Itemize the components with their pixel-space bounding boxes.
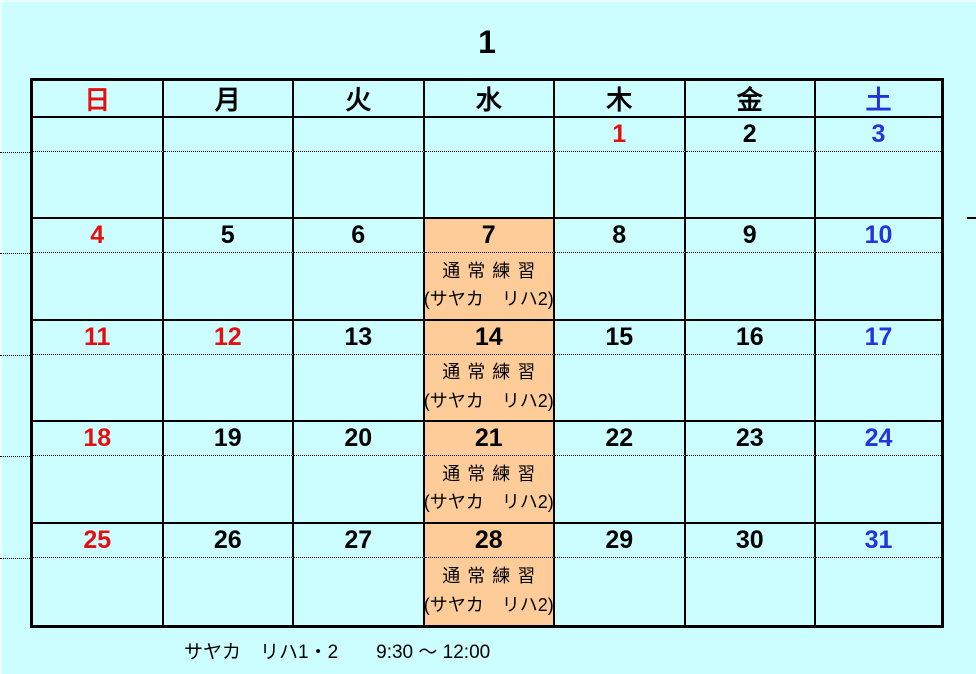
event-line2: (サヤカ リハ2) — [424, 289, 554, 310]
event-line2: (サヤカ リハ2) — [424, 390, 554, 411]
day-content-cell-22[interactable] — [555, 456, 686, 524]
date-cell-23[interactable]: 23 — [685, 422, 816, 457]
window-edge-highlight-left — [0, 0, 2, 674]
date-cell-31[interactable]: 31 — [816, 524, 941, 558]
left-grid-tick — [0, 558, 30, 559]
date-cell-4[interactable]: 4 — [33, 219, 164, 254]
day-content-cell-empty[interactable] — [33, 152, 164, 220]
footnote-text: サヤカ リハ1・2 9:30 〜 12:00 — [184, 642, 491, 663]
weekday-header-cell[interactable]: 火 — [294, 81, 425, 118]
weekday-header-cell[interactable]: 水 — [424, 81, 555, 118]
event-line1: 通常練習 — [442, 463, 543, 484]
date-cell-28[interactable]: 28 — [424, 523, 555, 558]
day-content-cell-26[interactable] — [164, 557, 294, 625]
day-content-cell-21[interactable]: 通常練習 (サヤカ リハ2) — [424, 456, 555, 524]
day-content-cell-30[interactable] — [686, 557, 816, 625]
day-content-cell-27[interactable] — [294, 557, 425, 625]
date-cell-25[interactable]: 25 — [33, 523, 164, 558]
date-cell-7[interactable]: 7 — [424, 219, 555, 254]
date-cell-22[interactable]: 22 — [555, 422, 686, 457]
date-cell-15[interactable]: 15 — [555, 320, 686, 355]
date-cell-21[interactable]: 21 — [424, 422, 555, 457]
date-cell-5[interactable]: 5 — [163, 219, 294, 254]
day-content-cell-24[interactable] — [816, 456, 941, 524]
day-content-cell-empty[interactable] — [294, 152, 425, 220]
left-grid-tick — [0, 253, 30, 254]
right-border-fragment — [967, 217, 976, 219]
left-grid-tick — [0, 152, 30, 153]
day-content-cell-25[interactable] — [33, 557, 164, 625]
day-content-cell-5[interactable] — [163, 253, 294, 321]
calendar-table: 日月火水木金土 1 2 3 4 5 6 7 8 9 10 通常練習 (サヤカ リハ2) 11 12 13 14 1… — [30, 78, 944, 628]
day-content-cell-11[interactable] — [33, 354, 164, 423]
day-content-cell-6[interactable] — [294, 253, 425, 321]
day-content-cell-empty[interactable] — [424, 152, 555, 220]
day-content-cell-16[interactable] — [685, 354, 816, 423]
date-cell-19[interactable]: 19 — [163, 422, 294, 457]
date-cell-empty[interactable] — [163, 118, 294, 152]
weekday-header-cell[interactable]: 日 — [33, 81, 164, 118]
date-cell-8[interactable]: 8 — [555, 219, 686, 254]
day-content-cell-3[interactable] — [816, 152, 941, 220]
date-cell-16[interactable]: 16 — [685, 320, 816, 355]
date-cell-30[interactable]: 30 — [685, 523, 816, 558]
date-cell-empty[interactable] — [424, 118, 555, 152]
date-cell-3[interactable]: 3 — [816, 118, 941, 152]
day-content-cell-12[interactable] — [163, 354, 294, 423]
day-content-cell-20[interactable] — [294, 456, 425, 524]
event-line1: 通常練習 — [442, 362, 543, 383]
day-content-cell-14[interactable]: 通常練習 (サヤカ リハ2) — [424, 354, 555, 423]
event-line2: (サヤカ リハ2) — [424, 492, 554, 513]
day-content-cell-8[interactable] — [555, 253, 686, 321]
day-content-cell-10[interactable] — [816, 253, 941, 321]
day-content-cell-13[interactable] — [294, 354, 425, 423]
day-content-cell-18[interactable] — [33, 456, 164, 524]
date-cell-2[interactable]: 2 — [685, 118, 816, 152]
day-content-cell-1[interactable] — [555, 152, 686, 220]
date-cell-27[interactable]: 27 — [294, 523, 425, 558]
day-content-cell-23[interactable] — [685, 456, 816, 524]
date-cell-1[interactable]: 1 — [555, 118, 686, 152]
date-cell-empty[interactable] — [33, 118, 164, 152]
day-content-cell-9[interactable] — [685, 253, 816, 321]
date-cell-29[interactable]: 29 — [555, 523, 686, 558]
day-content-cell-17[interactable] — [816, 355, 941, 423]
day-content-cell-empty[interactable] — [163, 152, 294, 220]
date-cell-24[interactable]: 24 — [816, 422, 941, 457]
weekday-header-cell[interactable]: 金 — [685, 81, 816, 118]
date-cell-12[interactable]: 12 — [163, 320, 294, 355]
weekday-header-cell[interactable]: 木 — [555, 81, 686, 118]
weekday-header-cell[interactable]: 土 — [816, 81, 941, 118]
event-line2: (サヤカ リハ2) — [424, 594, 554, 615]
date-cell-9[interactable]: 9 — [685, 219, 816, 254]
day-content-cell-19[interactable] — [163, 456, 294, 524]
month-title: 1 — [478, 24, 496, 60]
date-cell-20[interactable]: 20 — [294, 422, 425, 457]
left-grid-tick — [0, 456, 30, 457]
day-content-cell-31[interactable] — [816, 558, 941, 625]
date-cell-14[interactable]: 14 — [424, 320, 555, 355]
date-cell-11[interactable]: 11 — [33, 320, 164, 355]
window-edge-highlight-top — [0, 0, 976, 2]
date-cell-10[interactable]: 10 — [816, 219, 941, 254]
day-content-cell-4[interactable] — [33, 253, 164, 321]
event-line1: 通常練習 — [442, 565, 543, 586]
date-cell-17[interactable]: 17 — [816, 321, 941, 355]
date-cell-empty[interactable] — [294, 118, 425, 152]
date-cell-13[interactable]: 13 — [294, 320, 425, 355]
day-content-cell-28[interactable]: 通常練習 (サヤカ リハ2) — [424, 557, 555, 625]
day-content-cell-29[interactable] — [555, 557, 686, 625]
date-cell-18[interactable]: 18 — [33, 422, 164, 457]
day-content-cell-15[interactable] — [555, 354, 686, 423]
left-grid-tick — [0, 355, 30, 356]
event-line1: 通常練習 — [442, 260, 543, 281]
day-content-cell-7[interactable]: 通常練習 (サヤカ リハ2) — [424, 253, 555, 321]
date-cell-26[interactable]: 26 — [163, 523, 294, 558]
date-cell-6[interactable]: 6 — [294, 219, 425, 254]
day-content-cell-2[interactable] — [685, 152, 816, 220]
weekday-header-cell[interactable]: 月 — [163, 81, 294, 118]
